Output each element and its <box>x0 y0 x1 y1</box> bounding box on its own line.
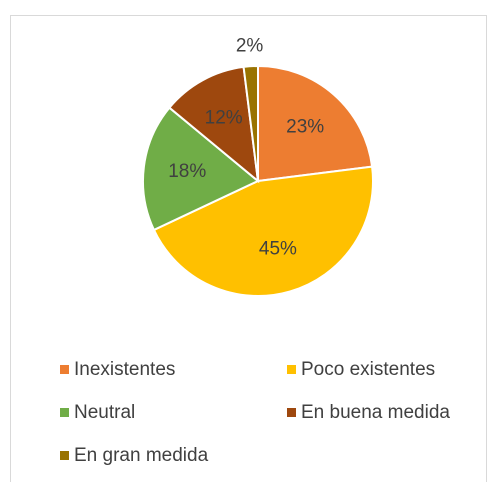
data-label: 2% <box>236 36 264 57</box>
data-label: 23% <box>286 117 324 138</box>
data-label: 18% <box>168 161 206 182</box>
pie-slice <box>257 64 374 183</box>
legend-swatch <box>60 408 69 417</box>
pie-slice <box>152 165 374 297</box>
legend-label: Neutral <box>74 402 135 423</box>
legend-label: Poco existentes <box>301 359 435 380</box>
legend-label: En gran medida <box>74 445 209 466</box>
legend-swatch <box>60 451 69 460</box>
legend-swatch <box>287 365 296 374</box>
pie-slice <box>142 106 260 232</box>
legend-swatch <box>287 408 296 417</box>
data-label: 45% <box>259 238 297 259</box>
pie-slice <box>242 64 259 182</box>
pie-slice <box>167 65 260 184</box>
legend-swatch <box>60 365 69 374</box>
data-label: 12% <box>205 108 243 129</box>
legend-label: Inexistentes <box>74 359 175 380</box>
legend-label: En buena medida <box>301 402 450 423</box>
